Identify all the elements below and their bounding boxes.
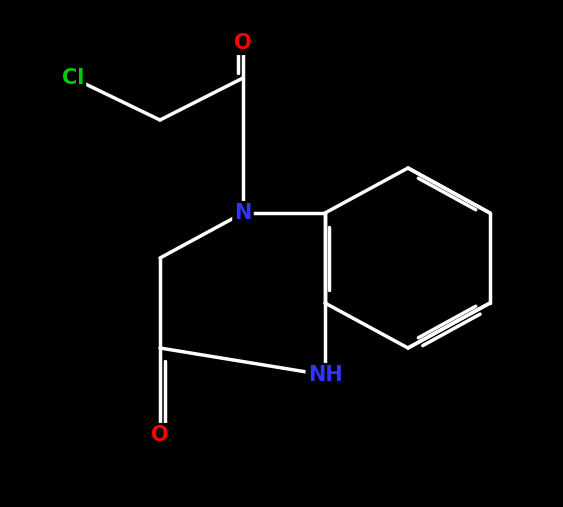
Text: N: N <box>234 203 252 223</box>
Text: Cl: Cl <box>62 68 84 88</box>
Text: O: O <box>151 425 169 445</box>
Text: NH: NH <box>307 365 342 385</box>
Text: O: O <box>234 33 252 53</box>
